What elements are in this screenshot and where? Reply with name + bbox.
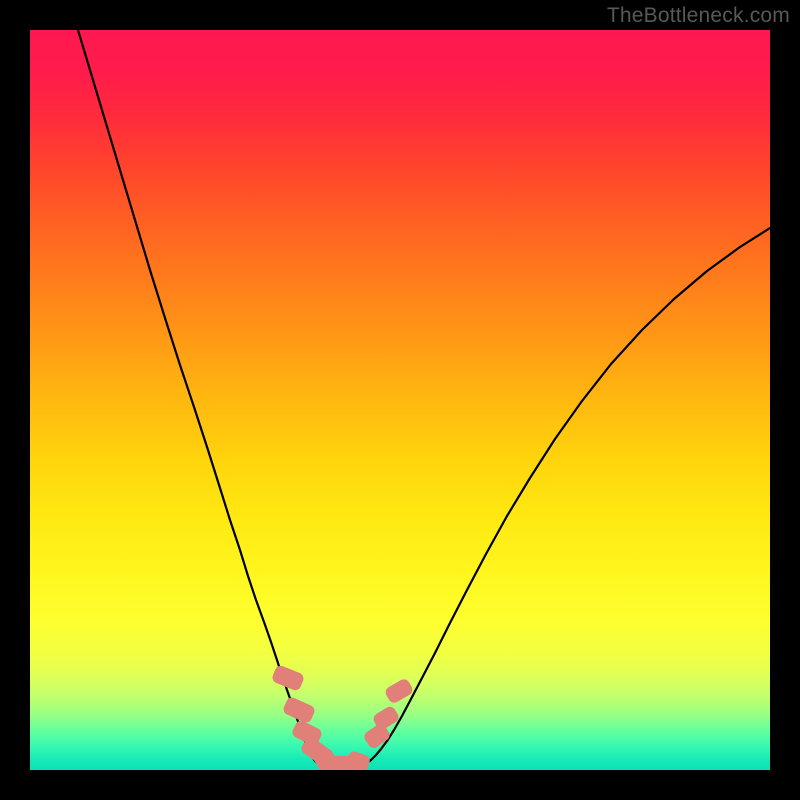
plot-svg [30, 30, 770, 770]
gradient-background [30, 30, 770, 770]
plot-area [30, 30, 770, 770]
watermark-text: TheBottleneck.com [607, 4, 790, 28]
chart-frame: TheBottleneck.com [0, 0, 800, 800]
